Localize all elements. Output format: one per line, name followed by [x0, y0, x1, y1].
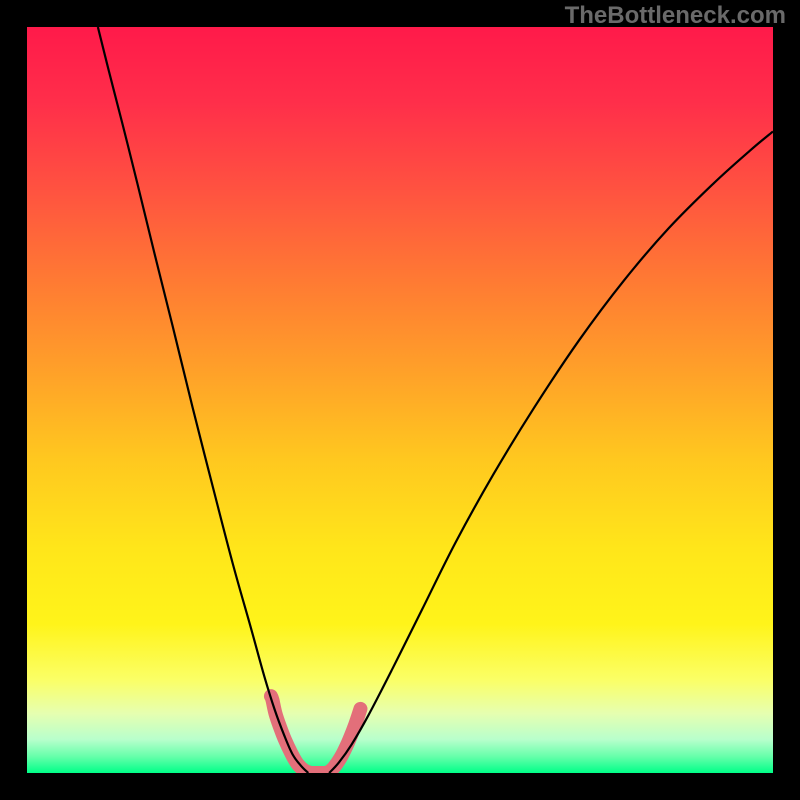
bottleneck-curve: [98, 27, 773, 773]
watermark-text: TheBottleneck.com: [565, 2, 786, 30]
canvas: TheBottleneck.com: [0, 0, 800, 800]
chart-svg-overlay: [27, 27, 773, 773]
plot-area: [27, 27, 773, 773]
